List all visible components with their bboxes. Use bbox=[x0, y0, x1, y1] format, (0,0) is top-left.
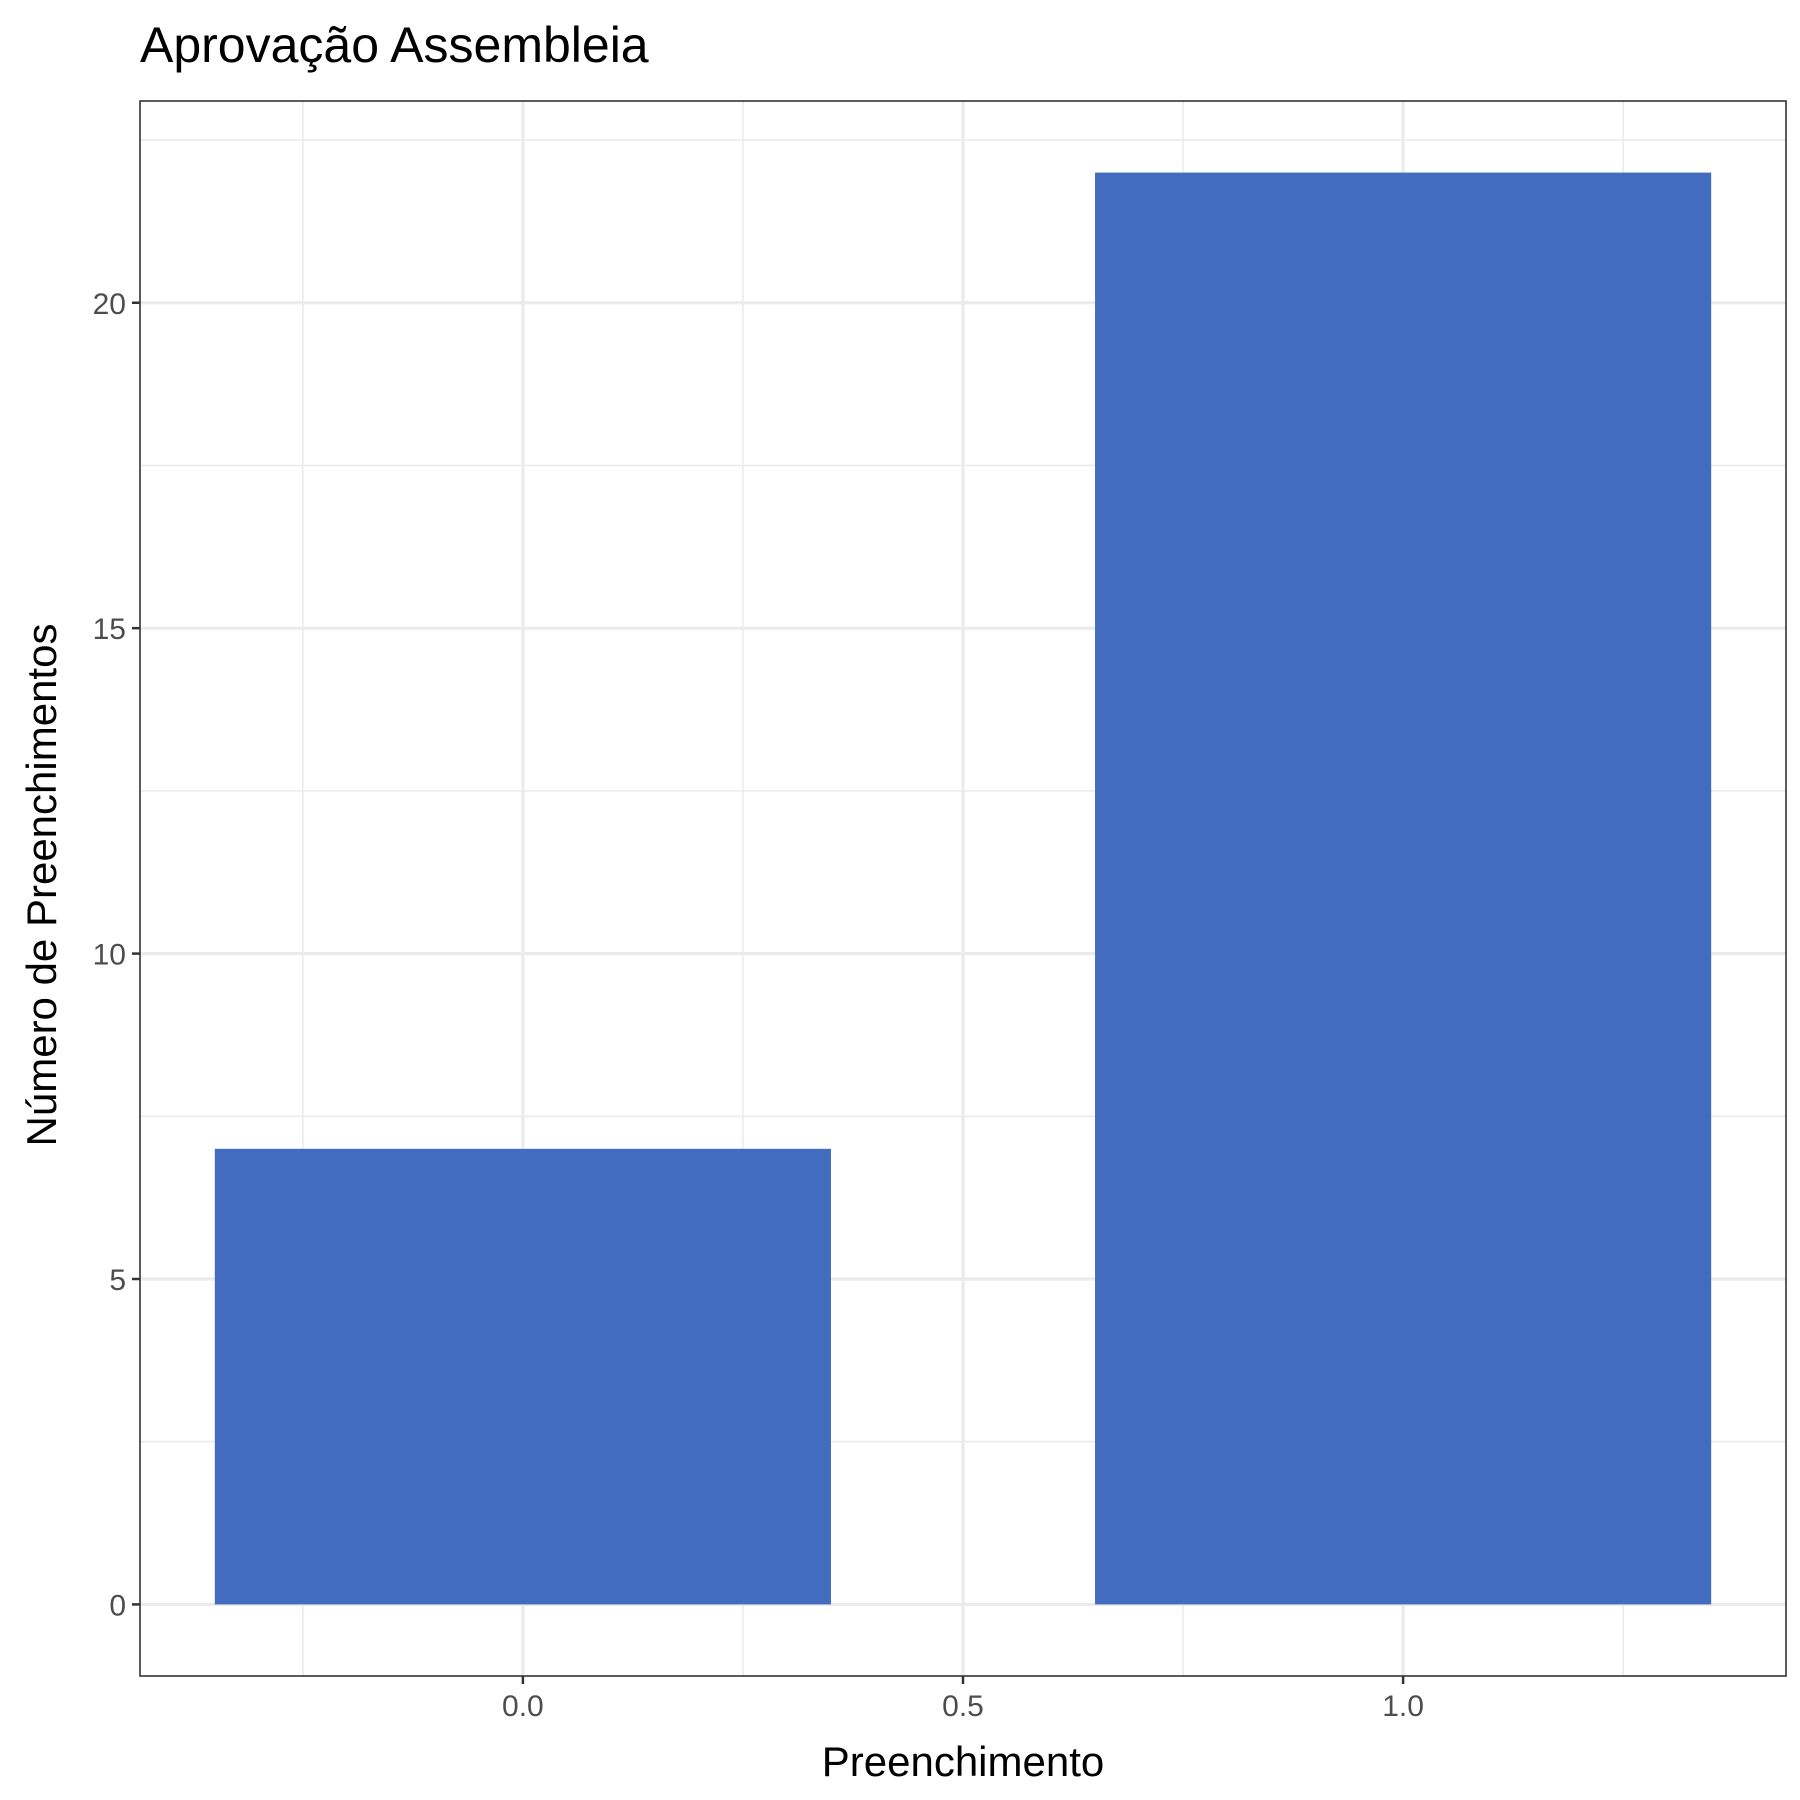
x-tick-label-1: 0.5 bbox=[942, 1690, 984, 1723]
y-tick-label-3: 15 bbox=[93, 613, 126, 646]
y-tick-label-0: 0 bbox=[109, 1589, 126, 1622]
x-tick-label-2: 1.0 bbox=[1382, 1690, 1424, 1723]
bar-0 bbox=[214, 1148, 831, 1605]
bar-1 bbox=[1095, 172, 1712, 1605]
x-tick-label-0: 0.0 bbox=[502, 1690, 544, 1723]
bar-layer bbox=[214, 172, 1712, 1605]
y-tick-label-1: 5 bbox=[109, 1264, 126, 1297]
chart-title: Aprovação Assembleia bbox=[140, 17, 649, 73]
y-axis-title: Número de Preenchimentos bbox=[18, 624, 65, 1147]
tick-layer: 0.0 0.5 1.0 0 5 10 15 20 bbox=[93, 288, 1424, 1723]
y-tick-label-4: 20 bbox=[93, 288, 126, 321]
y-tick-label-2: 10 bbox=[93, 939, 126, 972]
x-axis-title: Preenchimento bbox=[822, 1738, 1105, 1785]
